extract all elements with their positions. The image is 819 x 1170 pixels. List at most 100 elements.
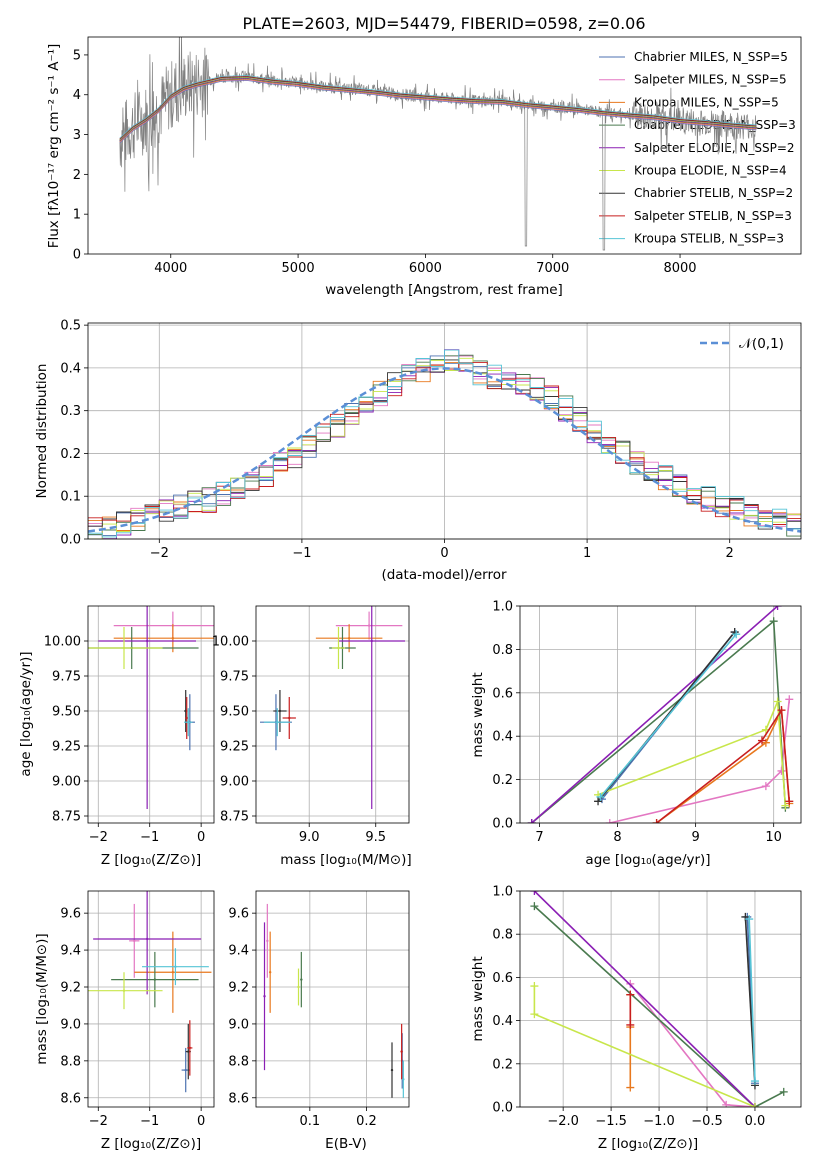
y-tick-label: 4 — [73, 88, 81, 103]
y-tick-label: 10.00 — [212, 635, 249, 650]
weight-marker — [626, 990, 635, 999]
residual-ylabel: Normed distribution — [34, 364, 50, 499]
weight-marker — [773, 697, 782, 706]
data-point — [145, 937, 149, 941]
y-tick-label: 9.25 — [220, 740, 249, 755]
spectrum-title: PLATE=2603, MJD=54479, FIBERID=0598, z=0… — [242, 14, 645, 33]
weight-marker — [781, 801, 790, 810]
normal-curve — [88, 367, 801, 533]
mwZ-ylabel: mass weight — [470, 956, 486, 1041]
weight-marker — [530, 982, 539, 991]
y-tick-label: 9.25 — [52, 740, 81, 755]
axes-3: 9.0 9.5 8.75 9.00 9.25 9.50 9.75 10.00 — [212, 606, 409, 845]
massZ-ylabel: mass [log₁₀(M/M⊙)] — [34, 933, 50, 1064]
residual-panel: (data-model)/error Normed distribution 𝒩… — [34, 319, 802, 583]
weight-marker — [626, 1083, 635, 1092]
y-tick-label: 9.50 — [52, 705, 81, 720]
errorbar-layer — [263, 903, 405, 1098]
weight-marker — [785, 695, 794, 704]
weight-marker — [605, 819, 614, 823]
y-tick-label: 0.6 — [492, 686, 513, 701]
model-spectrum-line — [119, 79, 757, 144]
x-tick-label: 6000 — [409, 261, 442, 276]
legend-entry: Kroupa MILES, N_SSP=5 — [634, 95, 779, 109]
data-point — [133, 939, 136, 943]
y-tick-label: 3 — [73, 128, 81, 143]
data-point — [187, 1050, 190, 1053]
legend-entry: Salpeter STELIB, N_SSP=3 — [634, 209, 792, 223]
weight-line — [656, 707, 791, 823]
histogram-layer — [88, 349, 801, 539]
ageZ-ylabel: age [log₁₀(age/yr)] — [18, 651, 34, 776]
histogram-step — [88, 349, 801, 539]
data-point — [288, 716, 291, 720]
axes-frame — [87, 36, 802, 255]
weight-marker — [745, 915, 754, 924]
model-spectrum-line — [119, 76, 757, 140]
data-point — [145, 639, 149, 643]
ageZ-xlabel: Z [log₁₀(Z/Z⊙)] — [101, 852, 201, 868]
residual-xlabel: (data-model)/error — [381, 567, 507, 583]
data-point — [276, 721, 279, 724]
age-vs-mass-panel: mass [log₁₀(M/M⊙)] 9.0 9.5 8.75 9.00 9.25 9.5… — [212, 605, 412, 868]
weight-marker — [732, 630, 741, 639]
x-tick-label: −2.0 — [547, 1114, 579, 1129]
weight-marker — [761, 782, 770, 791]
data-point — [402, 1078, 405, 1081]
y-tick-label: 9.00 — [220, 775, 249, 790]
y-tick-label: 0.1 — [60, 490, 81, 505]
errorbar-layer — [88, 891, 212, 1093]
weight-marker — [652, 819, 661, 823]
axes-frame — [519, 605, 802, 824]
normal-legend-label: 𝒩(0,1) — [739, 336, 784, 352]
weight-lines — [530, 891, 788, 1107]
x-tick-label: −2 — [89, 830, 108, 845]
axes-0: 4000 5000 6000 7000 8000 0 1 2 3 4 5 — [73, 48, 697, 276]
weight-marker — [530, 891, 539, 895]
x-tick-label: 0 — [197, 1114, 205, 1129]
data-point — [263, 995, 266, 998]
legend-entry: Kroupa ELODIE, N_SSP=4 — [634, 164, 787, 178]
weight-marker — [530, 1010, 539, 1019]
x-tick-label: 0 — [440, 546, 448, 561]
x-tick-label: −1.5 — [595, 1114, 627, 1129]
weight-marker — [750, 1103, 759, 1107]
y-tick-label: 8.8 — [228, 1054, 249, 1069]
y-tick-label: 0.0 — [60, 533, 81, 548]
data-point — [367, 624, 371, 627]
weight-marker — [527, 819, 536, 823]
axes-1: −2 −1 0 1 2 0.0 0.1 0.2 0.3 0.4 0.5 — [60, 319, 801, 561]
y-tick-label: 0.3 — [60, 404, 81, 419]
y-tick-label: 0.0 — [492, 1101, 513, 1116]
model-spectrum-line — [119, 78, 757, 142]
model-spectrum-line — [119, 79, 757, 143]
histogram-step — [88, 359, 801, 539]
weight-marker — [773, 606, 782, 610]
x-tick-label: 2 — [726, 546, 734, 561]
x-tick-label: 9.0 — [299, 830, 320, 845]
weight-line — [533, 986, 756, 1107]
data-point — [347, 637, 351, 640]
x-tick-label: 9.5 — [365, 830, 386, 845]
data-point — [174, 965, 177, 968]
ageMass-xlabel: mass [log₁₀(M/M⊙)] — [280, 852, 411, 868]
model-spectrum-line — [119, 75, 757, 139]
weight-marker — [777, 766, 786, 775]
axes-6: 0.1 0.2 8.6 8.8 9.0 9.2 9.4 9.6 — [228, 891, 409, 1129]
weight-lines — [527, 606, 794, 823]
x-tick-label: 8000 — [663, 261, 696, 276]
data-point — [300, 978, 303, 981]
weight-marker — [785, 797, 794, 806]
y-tick-label: 8.75 — [220, 810, 249, 825]
spectrum-ylabel: Flux [fλ10⁻¹⁷ erg cm⁻² s⁻¹ A⁻¹] — [46, 44, 62, 249]
massZ-xlabel: Z [log₁₀(Z/Z⊙)] — [101, 1136, 201, 1152]
model-spectrum-line — [119, 77, 757, 141]
weight-line — [533, 905, 785, 1107]
data-point — [370, 639, 373, 643]
axes-frame — [255, 890, 410, 1108]
y-tick-label: 5 — [73, 48, 81, 63]
mass-weight-vs-Z-panel: Z [log₁₀(Z/Z⊙)] mass weight −2.0 −1.5 −1.0… — [470, 885, 802, 1152]
y-tick-label: 9.2 — [228, 981, 249, 996]
y-tick-label: 0.8 — [492, 928, 513, 943]
y-tick-label: 0.4 — [492, 730, 513, 745]
